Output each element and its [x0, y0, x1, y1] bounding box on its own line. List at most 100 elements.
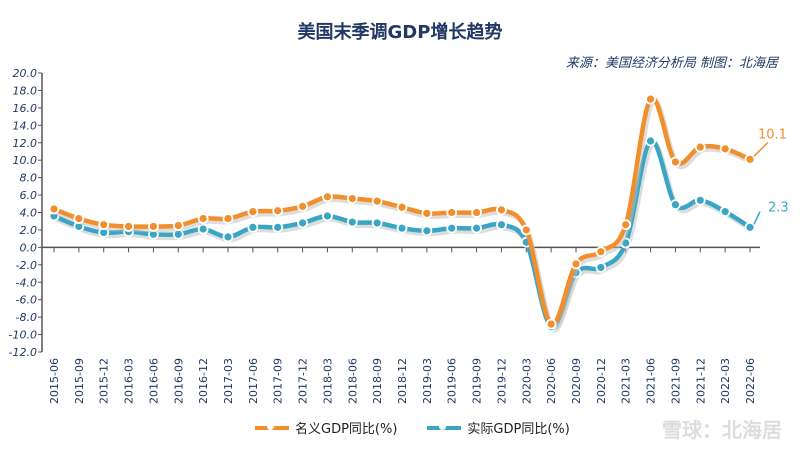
x-tick-label: 2020-12 [595, 358, 608, 404]
chart-source: 来源：美国经济分析局 制图：北海居 [565, 56, 778, 71]
data-point [570, 258, 582, 270]
x-tick-label: 2017-09 [272, 358, 285, 404]
y-tick-label: -10.0 [9, 329, 37, 342]
y-tick-label: 14.0 [13, 119, 38, 132]
y-tick-label: 12.0 [13, 137, 38, 150]
data-point [222, 213, 234, 225]
data-point [620, 219, 632, 231]
y-tick-label: 4.0 [20, 207, 38, 220]
end-label: 10.1 [758, 127, 787, 142]
data-point [595, 262, 607, 273]
data-point [471, 222, 482, 234]
data-point [471, 207, 482, 218]
data-point [148, 221, 159, 232]
data-point [694, 141, 706, 153]
data-point [197, 213, 209, 225]
legend-swatch [255, 422, 289, 430]
y-tick-label: -6.0 [16, 294, 37, 307]
x-tick-label: 2015-09 [73, 358, 86, 404]
x-tick-label: 2016-12 [197, 358, 210, 404]
data-point [396, 201, 408, 213]
y-tick-label: -2.0 [16, 259, 37, 272]
x-tick-label: 2021-12 [694, 358, 707, 404]
x-tick-label: 2016-06 [147, 358, 160, 404]
data-point [645, 135, 656, 147]
series-shadow [55, 98, 754, 330]
data-point [197, 223, 209, 235]
x-tick-label: 2022-03 [719, 358, 732, 404]
y-tick-label: -4.0 [16, 276, 37, 289]
legend-swatch [427, 422, 462, 430]
data-point [595, 246, 607, 258]
data-point [73, 213, 85, 225]
end-label-arrow [753, 211, 761, 225]
data-point [670, 199, 681, 211]
x-tick-label: 2021-06 [645, 358, 658, 404]
data-point [496, 219, 507, 231]
x-tick-label: 2017-12 [297, 358, 310, 404]
data-point [98, 219, 110, 231]
x-tick-label: 2018-03 [321, 358, 334, 404]
x-tick-label: 2016-09 [172, 358, 185, 404]
chart-title: 美国末季调GDP增长趋势 [297, 22, 503, 43]
data-point [123, 221, 134, 232]
data-point [421, 225, 433, 237]
x-tick-label: 2018-06 [346, 358, 359, 404]
y-tick-label: -12.0 [9, 346, 37, 359]
x-tick-label: 2022-06 [744, 358, 757, 404]
data-point [247, 221, 259, 233]
x-tick-label: 2015-06 [48, 358, 61, 404]
x-tick-label: 2018-12 [396, 358, 409, 404]
data-point [645, 93, 656, 105]
legend-label: 名义GDP同比(%) [295, 422, 398, 437]
data-point [744, 221, 756, 233]
data-point [744, 153, 756, 165]
data-point [421, 207, 433, 219]
data-point [346, 193, 358, 204]
watermark: 雪球：北海居 [662, 418, 782, 442]
data-point [297, 200, 308, 212]
data-point [520, 224, 532, 236]
y-tick-label: 2.0 [20, 224, 38, 237]
legend-item-nominal: 名义GDP同比(%) [255, 418, 397, 437]
data-point [322, 191, 333, 203]
x-tick-label: 2019-09 [471, 358, 484, 404]
data-point [247, 206, 259, 218]
y-tick-label: 18.0 [13, 84, 38, 97]
data-point [346, 216, 358, 228]
data-point [222, 231, 234, 243]
y-tick-label: -8.0 [16, 311, 37, 324]
x-tick-label: 2019-03 [421, 358, 434, 404]
data-point [719, 143, 731, 155]
data-point [545, 318, 557, 330]
y-tick-label: 8.0 [20, 172, 38, 185]
data-point [446, 207, 458, 218]
y-tick-label: 0.0 [20, 241, 38, 254]
y-tick-label: 10.0 [13, 154, 38, 167]
x-tick-label: 2015-12 [98, 358, 111, 404]
data-point [48, 203, 60, 215]
data-point [172, 220, 184, 231]
data-point [371, 195, 383, 207]
data-point [322, 210, 333, 222]
data-point [719, 206, 731, 218]
y-tick-label: 6.0 [20, 189, 38, 202]
legend-item-real: 实际GDP同比(%) [427, 418, 570, 437]
data-point [272, 221, 284, 233]
data-point [496, 204, 507, 216]
x-tick-label: 2016-03 [123, 358, 136, 404]
data-point [272, 205, 284, 217]
legend-label: 实际GDP同比(%) [467, 422, 570, 437]
x-tick-label: 2021-09 [669, 358, 682, 404]
data-point [371, 217, 383, 229]
x-tick-label: 2020-09 [570, 358, 583, 404]
data-point [396, 222, 408, 234]
legend: 名义GDP同比(%) 实际GDP同比(%) [255, 418, 570, 437]
y-tick-label: 16.0 [13, 102, 38, 115]
data-point [297, 217, 308, 229]
x-tick-label: 2017-06 [247, 358, 260, 404]
x-tick-label: 2020-06 [545, 358, 558, 404]
data-point [670, 156, 681, 168]
x-tick-label: 2021-03 [620, 358, 633, 404]
